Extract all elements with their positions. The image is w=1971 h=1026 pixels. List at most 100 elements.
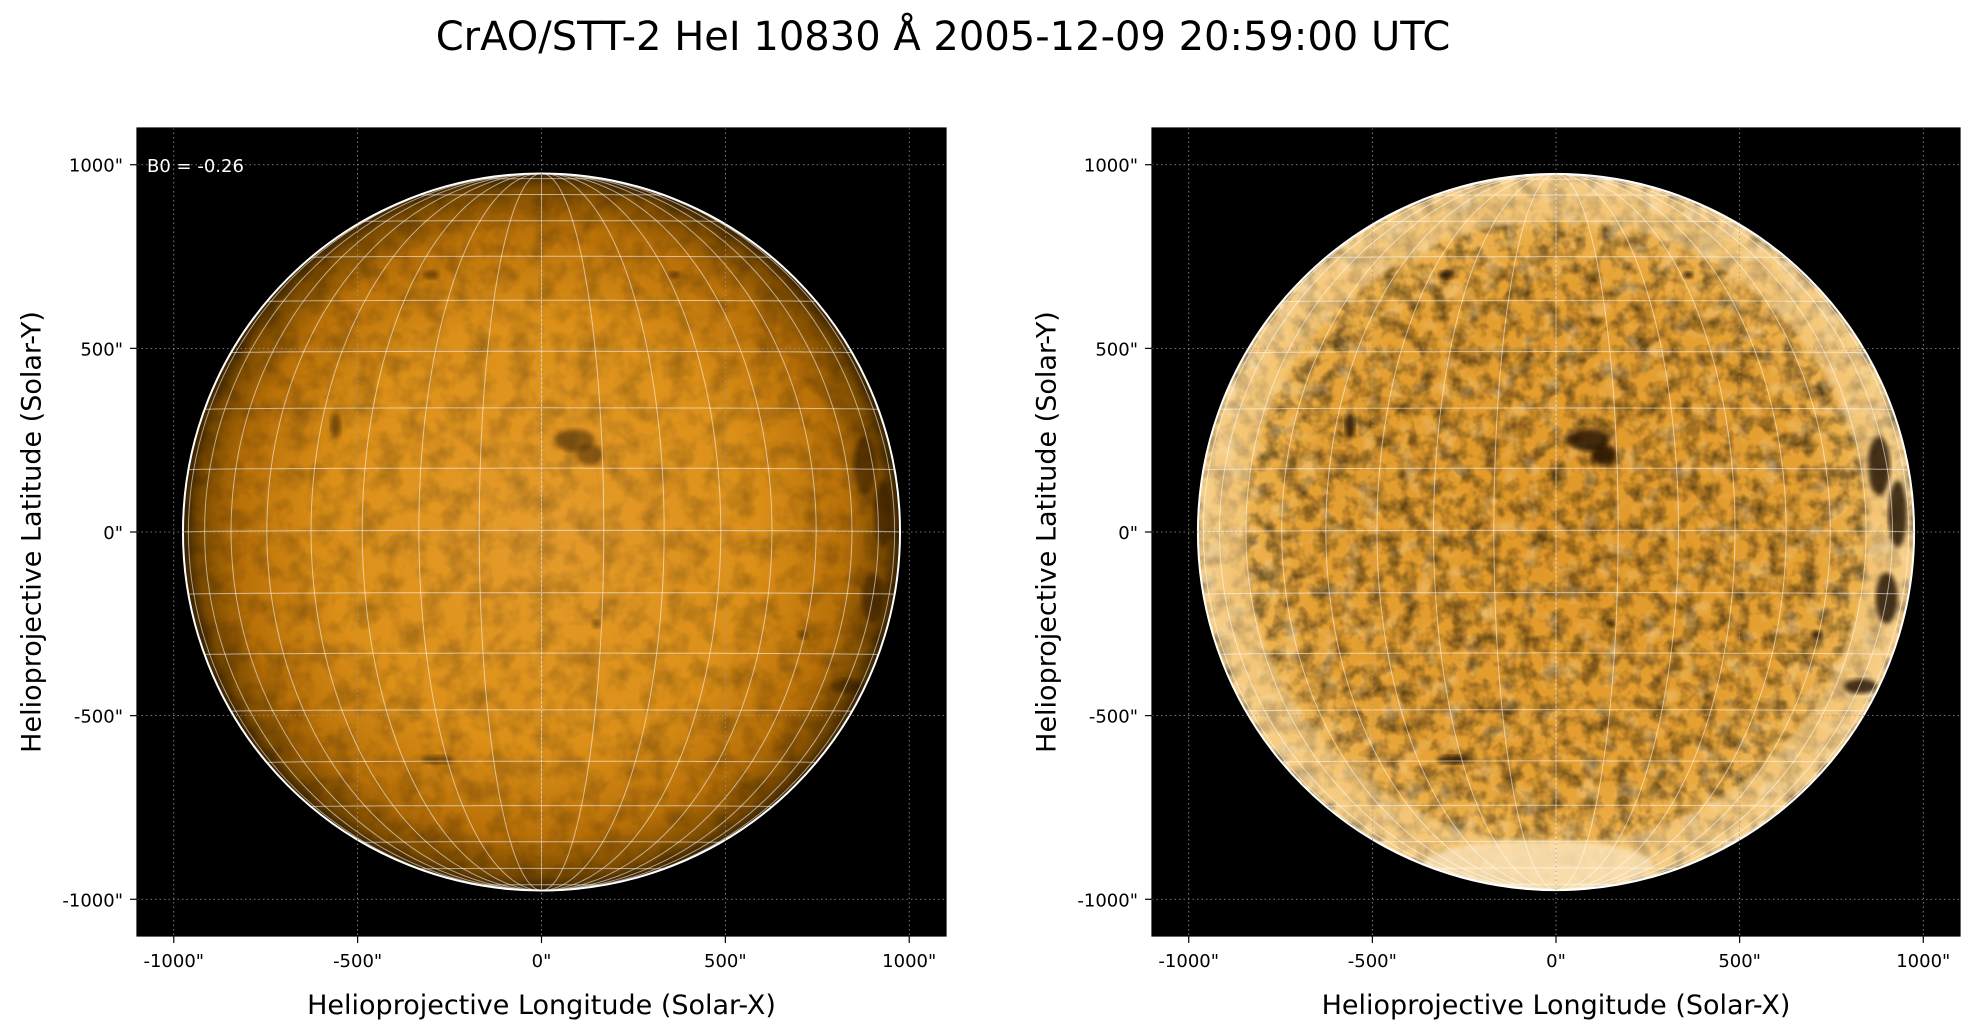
parallel-line <box>1203 467 1909 471</box>
x-tick-label: 1000" <box>882 951 936 972</box>
x-tick-label: 500" <box>1718 951 1761 972</box>
b0-annotation: B0 = -0.26 <box>147 156 244 177</box>
parallel-line <box>1433 867 1679 869</box>
filament <box>874 480 893 547</box>
parallel-line <box>418 867 665 870</box>
parallel-line <box>231 350 852 354</box>
filament <box>1844 678 1878 694</box>
parallel-line <box>1325 804 1787 807</box>
parallel-line <box>362 220 721 222</box>
y-axis-label: Helioprojective Latitude (Solar-Y) <box>17 311 48 753</box>
filament <box>668 271 680 279</box>
parallel-line <box>362 841 721 843</box>
meridian-line <box>1245 173 1557 891</box>
axes-frame <box>1145 127 1961 943</box>
y-tick-label: 1000" <box>1084 156 1138 177</box>
parallel-line <box>1433 194 1679 196</box>
filament <box>576 444 603 466</box>
tick-labels: -1000" -1000" -500" -500" 0" 0" 500" 500" 1000" 1… <box>1077 156 1950 972</box>
y-tick-label: -500" <box>74 707 123 728</box>
parallel-line <box>1281 760 1831 763</box>
filament <box>423 270 439 280</box>
filament <box>330 412 341 439</box>
meridian-line <box>541 173 853 891</box>
y-axis-label: Helioprojective Latitude (Solar-Y) <box>1032 311 1063 753</box>
x-tick-label: -1000" <box>1158 951 1219 972</box>
filament <box>1436 755 1470 765</box>
meridian-line <box>541 173 896 891</box>
filament <box>592 619 602 629</box>
x-tick-label: 1000" <box>1896 951 1950 972</box>
meridian-line <box>1555 173 1736 891</box>
parallel-line <box>188 467 895 471</box>
meridian-line <box>1202 173 1557 891</box>
parallel-line <box>1197 529 1915 533</box>
x-axis-label: Helioprojective Longitude (Solar-X) <box>1322 990 1791 1021</box>
meridian-line <box>541 173 817 891</box>
meridian-line <box>361 173 542 891</box>
meridian-line <box>266 173 542 891</box>
x-tick-label: 0" <box>532 951 552 972</box>
axes-frame <box>130 127 947 943</box>
meridian-line <box>541 173 879 891</box>
meridian-line <box>541 173 773 891</box>
filament <box>1811 630 1823 640</box>
panel-enhanced: -1000" -1000" -500" -500" 0" 0" 500" 500" 1000" 1… <box>1032 127 1961 1021</box>
meridian-line <box>1218 173 1557 891</box>
y-tick-label: 0" <box>103 523 123 544</box>
meridian-line <box>418 173 542 891</box>
filament <box>1606 619 1616 629</box>
meridian-line <box>1555 173 1867 891</box>
meridian-line <box>1555 173 1787 891</box>
x-tick-label: -500" <box>1348 951 1397 972</box>
x-axis-label: Helioprojective Longitude (Solar-X) <box>307 990 776 1021</box>
parallel-line <box>182 529 901 533</box>
x-tick-label: -500" <box>333 951 382 972</box>
meridian-line <box>310 173 542 891</box>
filament <box>1888 480 1907 547</box>
parallel-line <box>1281 300 1831 303</box>
parallel-line <box>1325 256 1787 259</box>
filament <box>1438 270 1454 280</box>
meridian-line <box>1555 173 1680 891</box>
parallel-line <box>1246 351 1866 354</box>
parallel-line <box>418 194 665 196</box>
axes-border <box>136 127 947 937</box>
tick-labels: -1000" -1000" -500" -500" 0" 0" 500" 500" 1000" 1… <box>62 156 936 972</box>
panel-original: -1000" -1000" -500" -500" 0" 0" 500" 500" 1000" 1… <box>17 127 947 1021</box>
y-tick-label: 500" <box>1095 339 1138 360</box>
meridian-line <box>1555 173 1619 891</box>
meridian-line <box>204 173 542 891</box>
meridian-line <box>1281 173 1557 891</box>
parallel-line <box>1377 840 1735 843</box>
meridian-line <box>1555 173 1894 891</box>
parallel-line <box>1376 220 1736 223</box>
meridian-line <box>1493 173 1557 891</box>
filament <box>1868 436 1891 496</box>
meridian-line <box>1376 173 1557 891</box>
parallel-line <box>266 760 817 763</box>
figure-title: CrAO/STT-2 HeI 10830 Å 2005-12-09 20:59:… <box>436 12 1451 60</box>
filament <box>1345 412 1356 439</box>
meridian-line <box>541 173 722 891</box>
y-tick-label: -1000" <box>1077 890 1138 911</box>
meridian-line <box>1555 173 1910 891</box>
meridian-line <box>541 173 605 891</box>
filament <box>854 436 877 496</box>
meridian-line <box>541 173 665 891</box>
parallel-line <box>204 652 879 656</box>
meridian-line <box>187 173 542 891</box>
x-tick-label: 0" <box>1546 951 1566 972</box>
filament <box>421 755 456 765</box>
meridian-line <box>230 173 542 891</box>
filament <box>1590 444 1617 466</box>
y-tick-label: 0" <box>1118 523 1138 544</box>
meridian-line <box>1432 173 1557 891</box>
meridian-line <box>1325 173 1557 891</box>
x-tick-label: 500" <box>704 951 747 972</box>
meridian-line <box>478 173 542 891</box>
y-tick-label: 500" <box>80 339 123 360</box>
parallel-line <box>310 805 773 808</box>
parallel-line <box>1219 652 1893 655</box>
